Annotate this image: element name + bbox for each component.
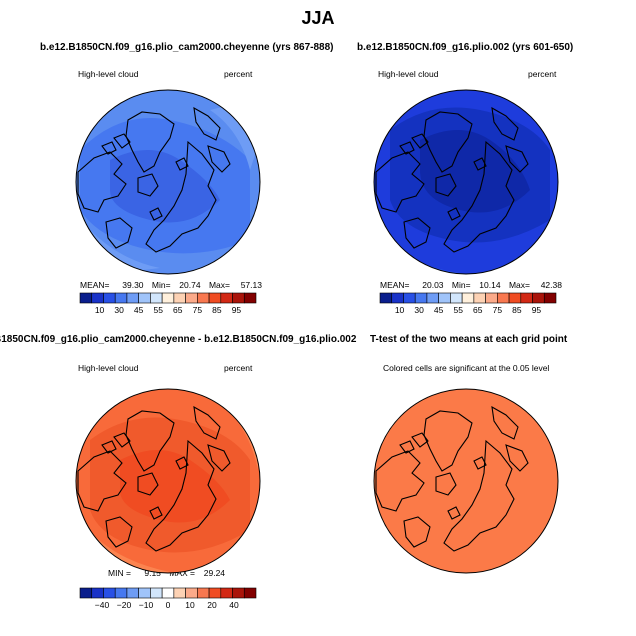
colorbar-tick-label: 65	[173, 305, 183, 315]
colorbar-swatch	[103, 292, 116, 304]
panel-3-stats: MIN = 9.15 MAX = 29.24	[108, 568, 226, 578]
colorbar-swatch	[185, 292, 198, 304]
panel-2-stats: MEAN= 20.03 Min= 10.14 Max= 42.38	[380, 280, 562, 290]
panel-2-colorbar	[379, 292, 557, 304]
colorbar-tick-label: 75	[492, 305, 503, 315]
colorbar-swatch	[243, 292, 257, 304]
panel-1-stats: MEAN= 39.30 Min= 20.74 Max= 57.13	[80, 280, 262, 290]
panel-3-map	[75, 388, 261, 574]
colorbar-swatch	[532, 292, 545, 304]
colorbar-swatch	[485, 292, 498, 304]
colorbar-tick-label: 95	[531, 305, 542, 315]
colorbar-swatch	[79, 587, 93, 599]
panel-2-title: b.e12.B1850CN.f09_g16.plio.002 (yrs 601-…	[357, 42, 574, 53]
colorbar-swatch	[450, 292, 463, 304]
colorbar-tick-label: 20	[207, 600, 217, 610]
colorbar-tick-label: 85	[512, 305, 522, 315]
colorbar-swatch	[114, 587, 128, 599]
colorbar-swatch	[185, 587, 198, 599]
colorbar-swatch	[150, 587, 163, 599]
colorbar-swatch	[197, 292, 210, 304]
panel-2-variable-label: High-level cloud	[378, 69, 439, 79]
panel-2-units-label: percent	[528, 69, 557, 79]
colorbar-swatch	[91, 292, 104, 304]
panel-1-variable-label: High-level cloud	[78, 69, 139, 79]
colorbar-tick-label: 10	[394, 305, 405, 315]
colorbar-tick-label: 55	[453, 305, 463, 315]
panel-3-title: B1850CN.f09_g16.plio_cam2000.cheyenne - …	[0, 334, 357, 345]
colorbar-swatch	[403, 292, 416, 304]
colorbar-swatch	[173, 292, 186, 304]
colorbar-swatch	[79, 292, 93, 304]
panel-4-title: T-test of the two means at each grid poi…	[370, 334, 568, 345]
colorbar-tick-label: 45	[433, 305, 444, 315]
panel-1-title: b.e12.B1850CN.f09_g16.plio_cam2000.cheye…	[40, 42, 334, 53]
colorbar-swatch	[114, 292, 128, 304]
colorbar-swatch	[497, 292, 510, 304]
panel-3-colorbar	[79, 587, 257, 599]
colorbar-swatch	[126, 292, 139, 304]
colorbar-swatch	[197, 587, 210, 599]
colorbar-swatch	[379, 292, 393, 304]
figure-title: JJA	[301, 8, 335, 28]
colorbar-tick-label: 85	[212, 305, 222, 315]
colorbar-swatch	[220, 587, 233, 599]
panel-3-units-label: percent	[224, 363, 253, 373]
colorbar-swatch	[138, 587, 151, 599]
colorbar-swatch	[461, 292, 475, 304]
panel-3-variable-label: High-level cloud	[78, 363, 139, 373]
colorbar-tick-label: −20	[116, 600, 132, 610]
panel-1-colorbar	[79, 292, 257, 304]
colorbar-tick-label: 30	[414, 305, 424, 315]
colorbar-tick-label: 0	[165, 600, 171, 610]
panel-4-caption: Colored cells are significant at the 0.0…	[383, 363, 550, 373]
colorbar-tick-label: 55	[153, 305, 163, 315]
panel-1-units-label: percent	[224, 69, 253, 79]
colorbar-tick-label: −40	[94, 600, 110, 610]
colorbar-tick-label: 75	[192, 305, 203, 315]
panel-2-map	[373, 89, 559, 275]
colorbar-swatch	[220, 292, 233, 304]
colorbar-tick-label: −10	[138, 600, 154, 610]
colorbar-swatch	[103, 587, 116, 599]
colorbar-tick-label: 10	[94, 305, 105, 315]
colorbar-swatch	[138, 292, 151, 304]
colorbar-swatch	[543, 292, 557, 304]
panel-1-map	[75, 89, 261, 275]
colorbar-swatch	[438, 292, 451, 304]
colorbar-tick-label: 40	[229, 600, 239, 610]
colorbar-swatch	[520, 292, 533, 304]
colorbar-tick-label: 95	[231, 305, 242, 315]
colorbar-swatch	[243, 587, 257, 599]
colorbar-tick-label: 65	[473, 305, 483, 315]
colorbar-tick-label: 10	[185, 600, 195, 610]
colorbar-swatch	[173, 587, 186, 599]
colorbar-swatch	[232, 587, 245, 599]
colorbar-swatch	[391, 292, 404, 304]
colorbar-swatch	[508, 292, 522, 304]
colorbar-tick-label: 30	[114, 305, 124, 315]
colorbar-swatch	[426, 292, 439, 304]
colorbar-swatch	[91, 587, 104, 599]
colorbar-swatch	[161, 587, 175, 599]
colorbar-swatch	[126, 587, 139, 599]
colorbar-swatch	[473, 292, 486, 304]
colorbar-swatch	[208, 587, 222, 599]
colorbar-tick-label: 45	[133, 305, 144, 315]
colorbar-swatch	[414, 292, 428, 304]
colorbar-swatch	[161, 292, 175, 304]
colorbar-swatch	[150, 292, 163, 304]
panel-4-map	[373, 388, 559, 574]
colorbar-swatch	[208, 292, 222, 304]
colorbar-swatch	[232, 292, 245, 304]
